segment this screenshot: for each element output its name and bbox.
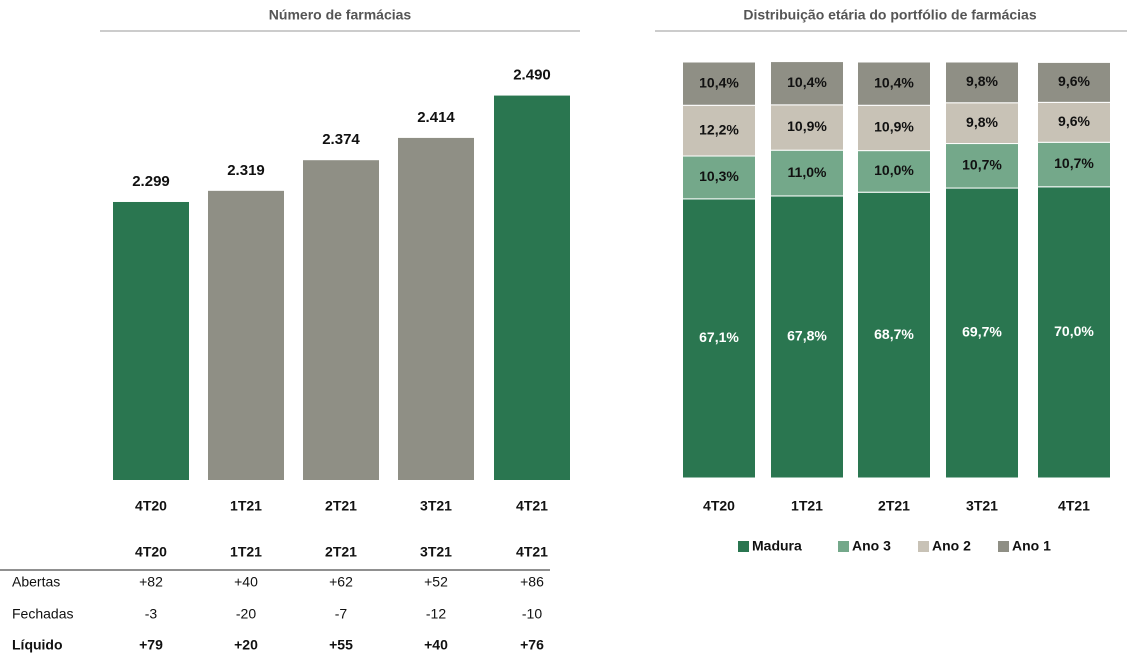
value-label: 69,7%	[962, 324, 1002, 340]
value-label: 2.319	[227, 162, 265, 179]
value-label: 10,9%	[874, 119, 914, 135]
legend-label: Ano 2	[932, 538, 971, 554]
value-label: 9,6%	[1058, 73, 1090, 89]
bar-segment	[770, 195, 844, 479]
bar-segment	[945, 187, 1019, 479]
value-label: 10,7%	[1054, 155, 1094, 171]
legend-label: Ano 3	[852, 538, 891, 554]
table-cell: Abertas	[12, 574, 60, 590]
value-label: 10,3%	[699, 168, 739, 184]
table-header: 1T21	[230, 544, 262, 560]
value-label: 12,2%	[699, 121, 739, 137]
bar	[398, 137, 474, 480]
value-label: 2.414	[417, 109, 455, 126]
bar-segment	[770, 61, 844, 106]
bar	[208, 190, 284, 481]
table-cell: Líquido	[12, 637, 63, 653]
table-cell: -12	[426, 606, 446, 622]
value-label: 2.490	[513, 67, 551, 84]
bar	[113, 201, 189, 480]
bar-segment	[682, 104, 756, 157]
x-tick-label: 2T21	[878, 498, 910, 514]
bar-segment	[1037, 186, 1111, 479]
bar-segment	[1037, 101, 1111, 143]
value-label: 67,8%	[787, 328, 827, 344]
table-header: 4T21	[516, 544, 548, 560]
table-cell: +76	[520, 637, 544, 653]
value-label: 2.374	[322, 131, 360, 148]
legend-swatch	[738, 541, 749, 552]
x-tick-label: 3T21	[420, 498, 452, 514]
legend-label: Ano 1	[1012, 538, 1051, 554]
table-cell: +79	[139, 637, 163, 653]
value-label: 70,0%	[1054, 323, 1094, 339]
bar-segment	[857, 191, 931, 479]
value-label: 9,8%	[966, 73, 998, 89]
legend-label: Madura	[752, 538, 802, 554]
bar-segment	[682, 198, 756, 479]
x-tick-label: 1T21	[791, 498, 823, 514]
value-label: 11,0%	[788, 164, 827, 180]
table-header: 3T21	[420, 544, 452, 560]
table-cell: -3	[145, 606, 158, 622]
bar-segment	[945, 102, 1019, 145]
table-cell: -7	[335, 606, 348, 622]
table-cell: +20	[234, 637, 258, 653]
table-cell: +52	[424, 574, 448, 590]
x-tick-label: 4T20	[135, 498, 167, 514]
table-header: 4T20	[135, 544, 167, 560]
table-cell: +62	[329, 574, 353, 590]
x-tick-label: 2T21	[325, 498, 357, 514]
bar-segment	[1037, 141, 1111, 188]
x-tick-label: 4T21	[1058, 498, 1090, 514]
table-cell: +55	[329, 637, 353, 653]
bar-segment	[770, 104, 844, 151]
table-cell: +82	[139, 574, 163, 590]
table-cell: +40	[234, 574, 258, 590]
bar	[303, 160, 379, 480]
table-cell: -10	[522, 606, 542, 622]
value-label: 10,0%	[874, 162, 914, 178]
bar-segment	[682, 61, 756, 106]
table-header: 2T21	[325, 544, 357, 560]
bar-segment	[945, 61, 1019, 104]
x-tick-label: 4T20	[703, 498, 735, 514]
legend-swatch	[918, 541, 929, 552]
bar	[494, 95, 570, 481]
bar-segment	[770, 149, 844, 197]
table-cell: Fechadas	[12, 606, 73, 622]
x-tick-label: 1T21	[230, 498, 262, 514]
table-cell: -20	[236, 606, 256, 622]
table-cell: +86	[520, 574, 544, 590]
value-label: 10,4%	[699, 74, 739, 90]
legend-swatch	[838, 541, 849, 552]
bar-segment	[857, 61, 931, 106]
table-cell: +40	[424, 637, 448, 653]
value-label: 9,6%	[1058, 113, 1090, 129]
value-label: 10,4%	[874, 74, 914, 90]
value-label: 10,4%	[787, 74, 827, 90]
bar-segment	[945, 143, 1019, 189]
value-label: 10,9%	[787, 118, 827, 134]
value-label: 68,7%	[874, 326, 914, 342]
value-label: 2.299	[132, 173, 170, 190]
value-label: 10,7%	[962, 156, 1002, 172]
value-label: 67,1%	[699, 329, 739, 345]
chart-title: Distribuição etária do portfólio de farm…	[743, 7, 1037, 23]
bar-segment	[857, 104, 931, 152]
bar-segment	[1037, 61, 1111, 103]
value-label: 9,8%	[966, 114, 998, 130]
x-tick-label: 3T21	[966, 498, 998, 514]
chart-title: Número de farmácias	[269, 7, 412, 23]
x-tick-label: 4T21	[516, 498, 548, 514]
legend-swatch	[998, 541, 1009, 552]
